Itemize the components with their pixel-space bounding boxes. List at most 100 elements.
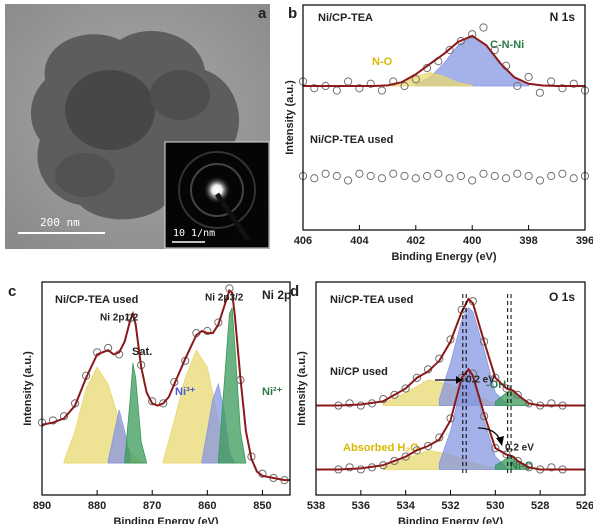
- data-point: [366, 171, 375, 181]
- data-point: [501, 174, 511, 183]
- x-tick-label: 404: [350, 235, 369, 247]
- annotation: 0.2 eV: [505, 443, 534, 454]
- particle-core: [150, 70, 210, 120]
- data-point: [491, 373, 500, 382]
- fit-line: [316, 367, 585, 471]
- x-tick-label: 532: [441, 500, 459, 512]
- data-point: [422, 171, 432, 181]
- data-point: [412, 446, 421, 455]
- spectrum-panel: C-N-Ni N-O Ni/CP-TEA Ni/CP-TEA used 406 404 40…: [284, 4, 593, 263]
- data-point: [445, 45, 454, 55]
- data-point: [390, 390, 399, 399]
- x-tick-label: 400: [463, 235, 481, 247]
- x-tick-label: 536: [352, 500, 370, 512]
- panel-label: a: [258, 5, 267, 22]
- series-label: Absorbed H₂O: [343, 442, 419, 454]
- data-point: [435, 354, 444, 363]
- data-point: [535, 176, 544, 185]
- data-point: [400, 81, 409, 91]
- data-point: [332, 171, 341, 181]
- series-label: Ni³⁺: [175, 386, 196, 398]
- x-tick-label: 406: [294, 235, 312, 247]
- x-tick-label: 398: [519, 235, 537, 247]
- x-tick-label: 534: [396, 500, 415, 512]
- particle-core: [55, 153, 115, 197]
- fit-line: [316, 297, 585, 407]
- x-tick-label: 526: [576, 500, 593, 512]
- tem-image-panel: 200 nm 10 1/nm a: [5, 4, 270, 249]
- data-point: [524, 171, 533, 181]
- y-axis-title: Intensity (a.u.): [296, 351, 308, 426]
- data-point: [468, 176, 477, 185]
- scale-bar-label: 200 nm: [40, 216, 80, 229]
- series-label: Ni²⁺: [262, 386, 283, 398]
- panel-title: O 1s: [549, 290, 575, 304]
- data-point: [423, 441, 433, 451]
- data-point: [159, 399, 168, 408]
- y-axis-title: Intensity (a.u.): [284, 80, 296, 155]
- d-arrows: [435, 376, 504, 446]
- fit-line: [41, 288, 290, 482]
- data-point: [401, 452, 410, 461]
- data-point: [513, 169, 522, 178]
- data-point: [445, 174, 454, 183]
- data-point: [547, 171, 556, 181]
- series-label: Ni/CP-TEA used: [55, 294, 138, 306]
- series-label: C-N-Ni: [490, 39, 524, 51]
- spectrum-panel: Absorbed H₂O -OH Ni-O Ni/CP-TEA used Ni/CP u…: [290, 281, 593, 528]
- inset-scale-bar-label: 10 1/nm: [173, 228, 215, 239]
- data-point: [344, 176, 353, 185]
- data-point: [148, 397, 157, 406]
- panel-label: c: [8, 283, 16, 300]
- x-axis-title: Binding Energy (eV): [398, 516, 503, 524]
- data-point: [524, 72, 533, 82]
- data-point: [569, 174, 578, 183]
- data-point: [411, 174, 420, 183]
- plot-frame: [302, 4, 586, 231]
- data-point: [310, 84, 319, 93]
- plot-frame: [41, 281, 291, 496]
- series-label: Ni/CP used: [330, 366, 388, 378]
- data-point: [513, 81, 522, 91]
- data-point: [513, 456, 522, 466]
- data-point: [468, 30, 477, 39]
- diffraction-ring: [178, 151, 256, 229]
- data-point: [377, 174, 387, 183]
- x-axis-title: Binding Energy (eV): [391, 251, 496, 263]
- data-point: [390, 456, 399, 466]
- data-point: [547, 463, 556, 472]
- component-area: [494, 390, 530, 406]
- series-label: Ni/CP-TEA used: [330, 294, 413, 306]
- data-point: [456, 171, 466, 181]
- panel-title: N 1s: [550, 10, 576, 24]
- series-label: N-O: [372, 56, 393, 68]
- x-tick-label: 860: [198, 500, 216, 512]
- arrow-head: [456, 376, 462, 384]
- data-point: [366, 79, 375, 88]
- series-label: -OH: [486, 379, 506, 391]
- data-point: [479, 23, 488, 32]
- annotation: 0.2 eV: [466, 375, 495, 386]
- fit-line: [303, 34, 585, 87]
- data-point: [389, 169, 398, 178]
- data-point: [355, 169, 364, 178]
- data-point: [558, 84, 567, 93]
- data-point: [569, 79, 578, 88]
- x-tick-label: 870: [143, 500, 161, 512]
- annotation: Ni 2p1/2: [100, 313, 139, 324]
- x-tick-label: 396: [576, 235, 593, 247]
- x-tick-label: 890: [33, 500, 51, 512]
- data-point: [377, 86, 387, 95]
- data-point: [401, 384, 410, 393]
- x-tick-label: 850: [253, 500, 271, 512]
- series-label: Ni/CP-TEA used: [310, 134, 393, 146]
- x-tick-label: 880: [88, 500, 106, 512]
- data-point: [344, 77, 353, 86]
- data-point: [345, 463, 354, 472]
- central-spot: [203, 176, 231, 204]
- particle-core: [65, 70, 155, 150]
- data-point: [434, 169, 443, 178]
- arrow-head: [496, 436, 504, 446]
- series-label: Ni-O: [510, 460, 534, 472]
- data-point: [480, 337, 489, 346]
